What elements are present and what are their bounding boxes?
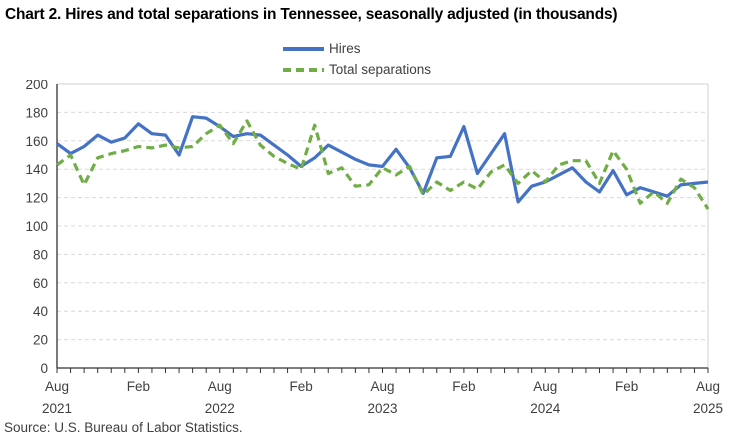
legend-item-hires: Hires bbox=[283, 38, 431, 59]
y-tick-label: 60 bbox=[33, 276, 48, 291]
y-tick-label: 140 bbox=[25, 162, 48, 177]
x-tick-label-year: 2021 bbox=[42, 401, 72, 416]
x-tick-label-month: Feb bbox=[452, 379, 475, 394]
x-tick-label-month: Aug bbox=[208, 379, 232, 394]
line-chart: 0 20 40 60 80 100 120 140 160 180 200 Aug 2021 Feb Aug… bbox=[25, 80, 723, 416]
x-tick-label-year: 2023 bbox=[367, 401, 397, 416]
x-tick-label-month: Feb bbox=[289, 379, 312, 394]
x-tick-label-year: 2025 bbox=[693, 401, 723, 416]
x-tick-label-month: Feb bbox=[615, 379, 638, 394]
legend-label-hires: Hires bbox=[329, 41, 361, 56]
x-tick-label-month: Aug bbox=[370, 379, 394, 394]
y-tick-label: 180 bbox=[25, 105, 48, 120]
legend-item-separations: Total separations bbox=[283, 59, 431, 80]
y-tick-label: 120 bbox=[25, 191, 48, 206]
y-tick-label: 20 bbox=[33, 333, 48, 348]
y-tick-label: 80 bbox=[33, 247, 48, 262]
legend-label-separations: Total separations bbox=[329, 62, 432, 77]
source-note: Source: U.S. Bureau of Labor Statistics. bbox=[4, 420, 243, 435]
y-tick-label: 200 bbox=[25, 80, 48, 92]
x-tick-label-year: 2024 bbox=[530, 401, 561, 416]
x-tick-label-month: Aug bbox=[696, 379, 720, 394]
separations-line-swatch bbox=[283, 67, 324, 72]
x-tick-label-month: Aug bbox=[45, 379, 69, 394]
page-title: Chart 2. Hires and total separations in … bbox=[5, 6, 618, 23]
y-tick-label: 0 bbox=[40, 361, 48, 376]
x-tick-label-year: 2022 bbox=[205, 401, 235, 416]
y-tick-label: 160 bbox=[25, 134, 48, 149]
chart-legend: Hires Total separations bbox=[283, 38, 431, 80]
y-tick-label: 40 bbox=[33, 304, 48, 319]
hires-line bbox=[56, 115, 709, 204]
x-tick-label-month: Aug bbox=[533, 379, 557, 394]
y-tick-label: 100 bbox=[25, 219, 48, 234]
x-tick-label-month: Feb bbox=[127, 379, 150, 394]
separations-line bbox=[56, 119, 710, 210]
hires-line-swatch bbox=[283, 46, 324, 51]
